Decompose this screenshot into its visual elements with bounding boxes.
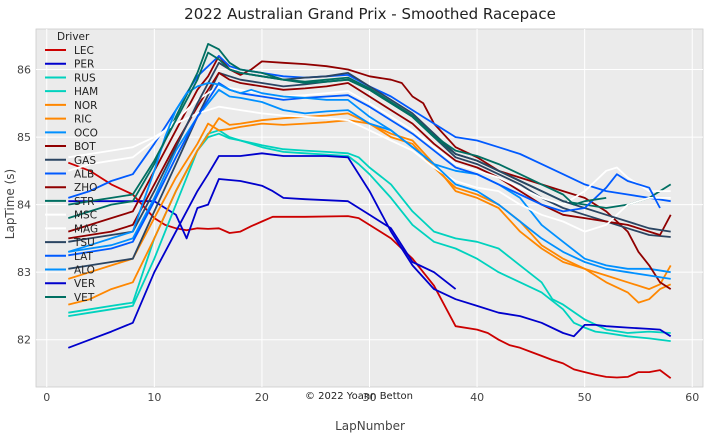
series-line-ham xyxy=(68,129,671,334)
series-line-per xyxy=(68,178,457,290)
y-tick-label: 83 xyxy=(17,266,31,279)
y-axis-label: LapTime (s) xyxy=(3,169,17,239)
credit-text: © 2022 Yoann Betton xyxy=(305,391,413,402)
chart-title: 2022 Australian Grand Prix - Smoothed Ra… xyxy=(184,5,556,23)
legend-label-ham: HAM xyxy=(74,86,98,98)
legend-label-oco: OCO xyxy=(74,127,98,139)
legend-label-alo: ALO xyxy=(74,265,95,277)
legend-label-bot: BOT xyxy=(74,141,96,153)
y-tick-label: 82 xyxy=(17,334,31,347)
x-tick-label: 10 xyxy=(147,391,161,404)
series-line-ric xyxy=(68,119,672,290)
series-line-mag xyxy=(68,85,671,206)
x-tick-label: 0 xyxy=(43,391,50,404)
legend-label-zho: ZHO xyxy=(74,182,97,194)
x-tick-label: 20 xyxy=(255,391,269,404)
legend-label-ver: VER xyxy=(74,278,95,290)
x-axis-label: LapNumber xyxy=(335,419,405,433)
legend-label-mag: MAG xyxy=(74,223,98,235)
legend-label-per: PER xyxy=(74,59,94,71)
legend-title: Driver xyxy=(57,31,90,43)
x-tick-label: 60 xyxy=(685,391,699,404)
series-line-ver xyxy=(67,152,672,349)
series-line-lec xyxy=(67,161,672,379)
legend-label-lec: LEC xyxy=(74,45,94,57)
y-tick-label: 85 xyxy=(17,131,31,144)
x-tick-label: 30 xyxy=(363,391,377,404)
tick-labels: 0 10 20 30 40 50 60 82 83 84 85 86 xyxy=(17,64,699,404)
legend-label-str: STR xyxy=(74,196,94,208)
legend-label-ric: RIC xyxy=(74,114,92,126)
series-line-zho xyxy=(68,72,672,240)
legend-label-nor: NOR xyxy=(74,100,97,112)
legend-label-msc: MSC xyxy=(74,210,97,222)
series-line-nor xyxy=(68,112,672,306)
legend-label-tsu: TSU xyxy=(73,237,95,249)
y-tick-label: 84 xyxy=(17,199,31,212)
legend-label-alb: ALB xyxy=(74,168,94,180)
x-tick-label: 50 xyxy=(578,391,592,404)
series-line-oco xyxy=(68,88,671,274)
series-line-vet xyxy=(68,51,607,206)
series-line-alo xyxy=(68,82,671,280)
series-line-lat xyxy=(68,82,661,257)
series-lines xyxy=(67,43,672,379)
legend-label-vet: VET xyxy=(74,292,95,304)
legend-label-gas: GAS xyxy=(74,155,96,167)
legend-label-lat: LAT xyxy=(74,251,93,263)
x-tick-label: 40 xyxy=(470,391,484,404)
legend-label-rus: RUS xyxy=(74,72,96,84)
y-tick-label: 86 xyxy=(17,64,31,77)
series-line-tsu xyxy=(68,61,671,243)
